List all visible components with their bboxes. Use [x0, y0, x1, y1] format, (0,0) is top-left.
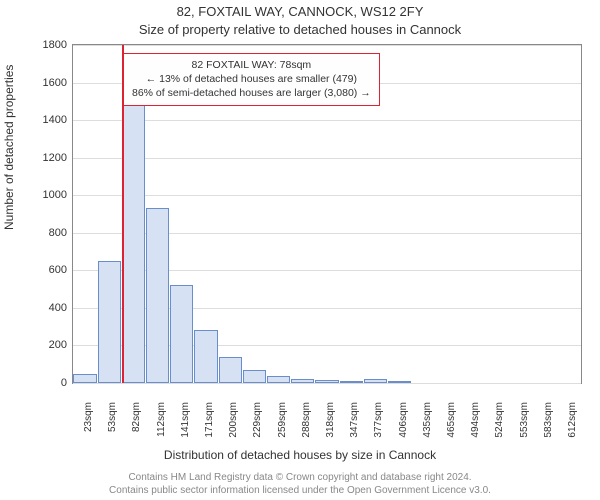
chart-plot-area: 02004006008001000120014001600180023sqm53… [72, 44, 582, 384]
histogram-bar [73, 374, 96, 383]
x-tick-label: 53sqm [105, 402, 118, 452]
x-axis-label: Distribution of detached houses by size … [0, 448, 600, 462]
x-tick-label: 377sqm [371, 402, 384, 452]
x-tick-label: 318sqm [323, 402, 336, 452]
x-tick-label: 229sqm [250, 402, 263, 452]
annotation-line: 86% of semi-detached houses are larger (… [132, 86, 371, 100]
gridline [73, 45, 581, 46]
histogram-bar [219, 357, 242, 383]
x-tick-label: 435sqm [420, 402, 433, 452]
y-tick-label: 800 [27, 227, 73, 239]
x-tick-label: 494sqm [468, 402, 481, 452]
footer-copyright-2: Contains public sector information licen… [0, 485, 600, 496]
x-tick-label: 171sqm [202, 402, 215, 452]
histogram-bar [388, 381, 411, 383]
histogram-bar [267, 376, 290, 383]
x-tick-label: 200sqm [226, 402, 239, 452]
x-tick-label: 406sqm [396, 402, 409, 452]
footer-copyright-1: Contains HM Land Registry data © Crown c… [0, 472, 600, 483]
histogram-bar [98, 261, 121, 383]
y-tick-label: 400 [27, 302, 73, 314]
x-tick-label: 465sqm [444, 402, 457, 452]
histogram-bar [364, 379, 387, 383]
y-tick-label: 1800 [27, 39, 73, 51]
x-tick-label: 82sqm [129, 402, 142, 452]
page-title-subtitle: Size of property relative to detached ho… [0, 22, 600, 37]
y-axis-label: Number of detached properties [2, 65, 16, 230]
y-tick-label: 200 [27, 339, 73, 351]
histogram-bar [170, 285, 193, 383]
y-tick-label: 1000 [27, 189, 73, 201]
x-tick-label: 23sqm [81, 402, 94, 452]
annotation-line: ← 13% of detached houses are smaller (47… [132, 72, 371, 86]
y-tick-label: 600 [27, 264, 73, 276]
gridline [73, 120, 581, 121]
histogram-bar [291, 379, 314, 383]
histogram-bar [146, 208, 169, 383]
x-tick-label: 288sqm [299, 402, 312, 452]
x-tick-label: 553sqm [517, 402, 530, 452]
y-tick-label: 1400 [27, 114, 73, 126]
x-tick-label: 612sqm [565, 402, 578, 452]
annotation-line: 82 FOXTAIL WAY: 78sqm [132, 58, 371, 72]
page-title-address: 82, FOXTAIL WAY, CANNOCK, WS12 2FY [0, 4, 600, 19]
x-tick-label: 141sqm [178, 402, 191, 452]
histogram-bar [243, 370, 266, 383]
y-tick-label: 1600 [27, 77, 73, 89]
annotation-box: 82 FOXTAIL WAY: 78sqm← 13% of detached h… [123, 53, 380, 106]
histogram-bar [315, 380, 338, 383]
gridline [73, 195, 581, 196]
x-tick-label: 583sqm [541, 402, 554, 452]
x-tick-label: 347sqm [347, 402, 360, 452]
x-tick-label: 112sqm [154, 402, 167, 452]
histogram-bar [122, 105, 145, 383]
histogram-bar [340, 381, 363, 383]
gridline [73, 158, 581, 159]
x-tick-label: 524sqm [492, 402, 505, 452]
y-tick-label: 1200 [27, 152, 73, 164]
histogram-bar [194, 330, 217, 383]
y-tick-label: 0 [27, 377, 73, 389]
x-tick-label: 259sqm [275, 402, 288, 452]
gridline [73, 383, 581, 384]
